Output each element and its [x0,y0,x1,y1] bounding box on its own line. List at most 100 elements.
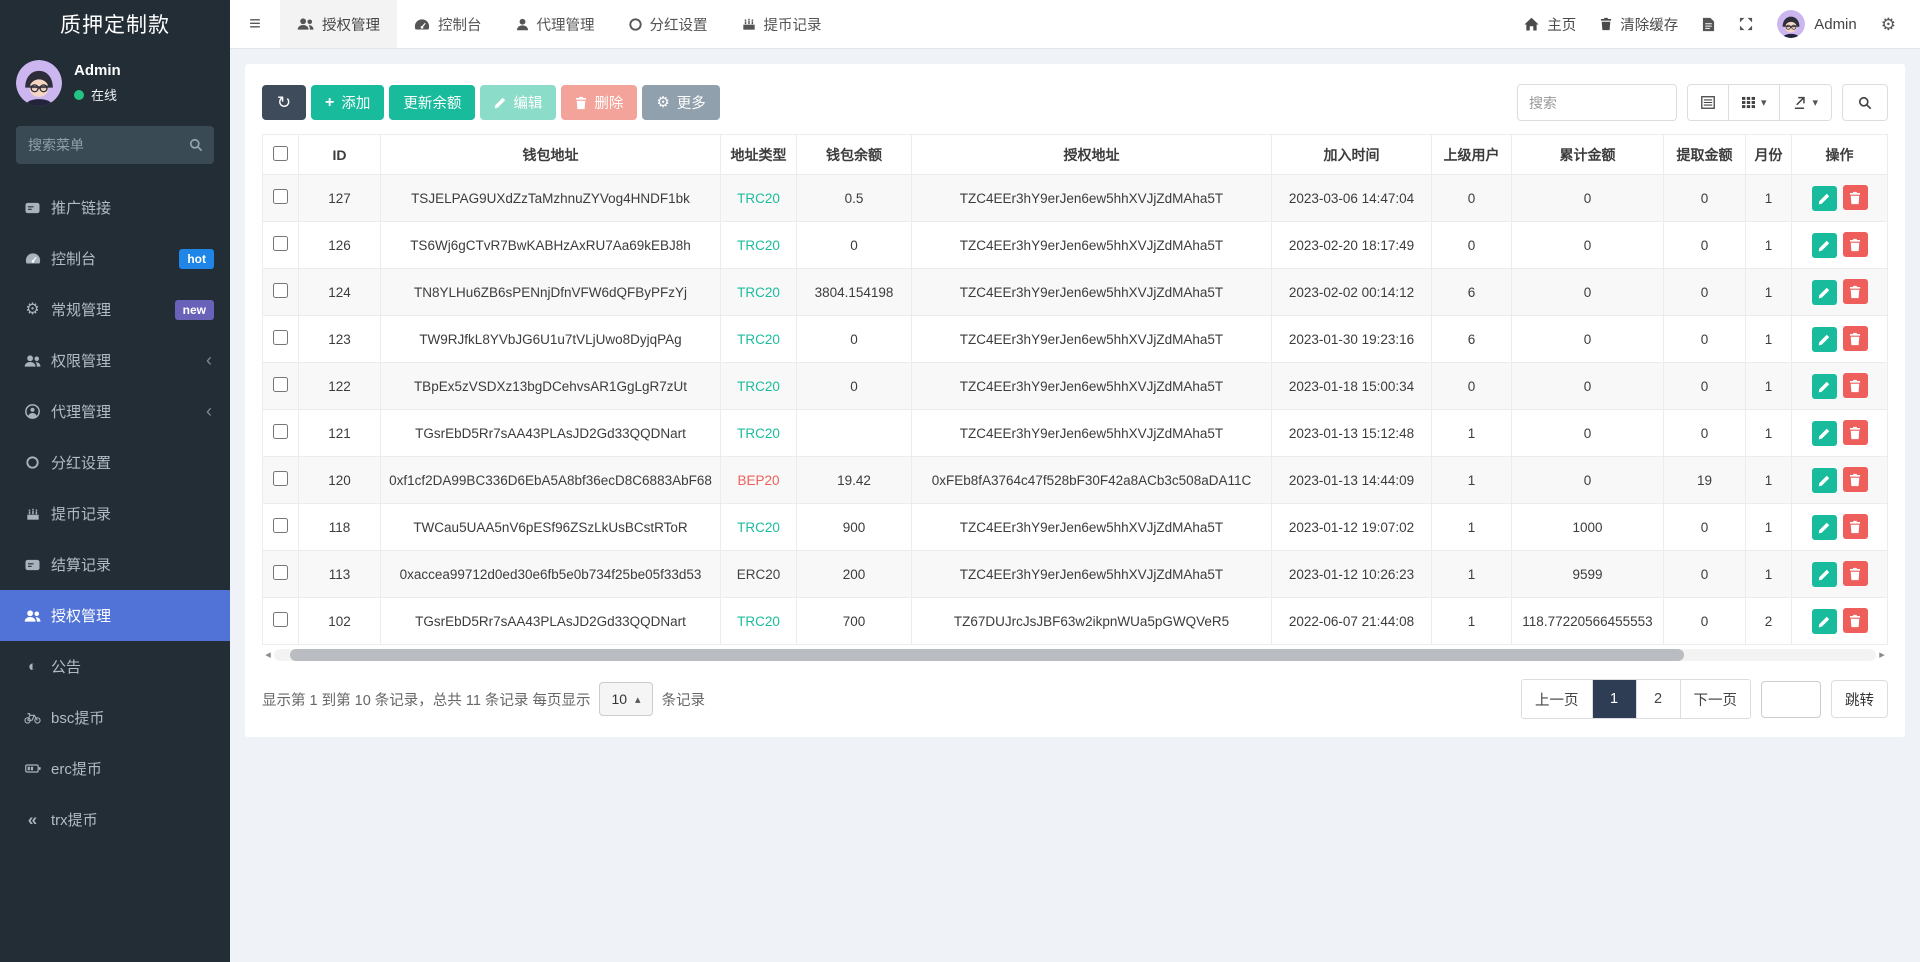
tab-withdraw[interactable]: 提币记录 [725,0,839,48]
sidebar-item-agent[interactable]: 代理管理 ‹ [0,386,230,437]
column-header[interactable]: 累计金额 [1511,134,1664,175]
row-edit-button[interactable] [1811,233,1837,258]
column-header[interactable]: 地址类型 [720,134,797,175]
table-row[interactable]: 120 0xf1cf2DA99BC336D6EbA5A8bf36ecD8C6883… [262,456,1888,504]
sidebar-item-permission[interactable]: 权限管理 ‹ [0,335,230,386]
row-delete-button[interactable] [1842,232,1868,257]
scroll-right-arrow-icon[interactable]: ▸ [1879,649,1885,661]
advanced-search-button[interactable] [1842,84,1888,121]
row-checkbox[interactable] [273,330,288,345]
table-row[interactable]: 118 TWCau5UAA5nV6pESf96ZSzLkUsBCstRToR TRC… [262,503,1888,551]
tab-auth[interactable]: 授权管理 [280,0,397,48]
scrollbar-thumb[interactable] [290,648,1684,661]
refresh-button[interactable]: ↻ [262,85,306,120]
table-row[interactable]: 127 TSJELPAG9UXdZzTaMzhnuZYVog4HNDF1bk TRC… [262,174,1888,222]
row-edit-button[interactable] [1811,186,1837,211]
tab-dashboard[interactable]: 控制台 [397,0,499,48]
row-checkbox[interactable] [273,565,288,580]
table-row[interactable]: 124 TN8YLHu6ZB6sPENnjDfnVFW6dQFByPFzYj TRC… [262,268,1888,316]
row-checkbox[interactable] [273,424,288,439]
sidebar-item-promo-link[interactable]: 推广链接 [0,182,230,233]
page-size-dropdown[interactable]: 10 ▴ [599,682,653,716]
column-header[interactable]: 上级用户 [1431,134,1512,175]
row-checkbox[interactable] [273,283,288,298]
row-edit-button[interactable] [1811,609,1837,634]
page-jump-button[interactable]: 跳转 [1831,680,1888,718]
column-header[interactable]: 操作 [1791,134,1888,175]
table-row[interactable]: 102 TGsrEbD5Rr7sAA43PLAsJD2Gd33QQDNart TRC… [262,597,1888,645]
row-edit-button[interactable] [1811,327,1837,352]
row-delete-button[interactable] [1842,514,1868,539]
select-all-checkbox[interactable] [273,145,288,161]
row-edit-button[interactable] [1811,421,1837,446]
table-search-input[interactable] [1516,84,1677,121]
row-checkbox[interactable] [273,189,288,204]
page-button-1[interactable]: 1 [1592,680,1637,718]
table-row[interactable]: 126 TS6Wj6gCTvR7BwKABHzAxRU7Aa69kEBJ8h TRC… [262,221,1888,269]
sidebar-item-auth[interactable]: 授权管理 [0,590,230,641]
row-delete-button[interactable] [1842,420,1868,445]
column-header[interactable]: 月份 [1745,134,1792,175]
row-delete-button[interactable] [1842,326,1868,351]
row-checkbox[interactable] [273,518,288,533]
column-header[interactable]: ID [298,134,381,175]
row-delete-button[interactable] [1842,467,1868,492]
row-edit-button[interactable] [1811,515,1837,540]
column-header[interactable]: 提取金额 [1663,134,1746,175]
sidebar-item-general[interactable]: ⚙ 常规管理 new [0,284,230,335]
columns-button[interactable]: ▾ [1728,85,1781,120]
row-checkbox[interactable] [273,612,288,627]
page-jump-input[interactable] [1761,680,1821,718]
table-row[interactable]: 113 0xaccea99712d0ed30e6fb5e0b734f25be05f… [262,550,1888,598]
navbar-user[interactable]: Admin [1777,10,1857,38]
row-edit-button[interactable] [1811,374,1837,399]
column-header[interactable]: 钱包地址 [380,134,721,175]
clear-cache-link[interactable]: 清除缓存 [1600,14,1678,35]
edit-button[interactable]: 编辑 [480,85,557,120]
row-delete-button[interactable] [1842,561,1868,586]
hamburger-icon[interactable]: ≡ [249,12,261,35]
column-header[interactable]: 加入时间 [1271,134,1432,175]
table-row[interactable]: 122 TBpEx5zVSDXz13bgDCehvsAR1GgLgR7zUt TRC… [262,362,1888,410]
home-link[interactable]: 主页 [1524,14,1576,35]
sidebar-item-erc[interactable]: erc提币 [0,743,230,794]
table-row[interactable]: 121 TGsrEbD5Rr7sAA43PLAsJD2Gd33QQDNart TRC… [262,409,1888,457]
row-delete-button[interactable] [1842,279,1868,304]
update-balance-button[interactable]: 更新余额 [389,85,476,120]
next-page-button[interactable]: 下一页 [1680,680,1750,718]
fullscreen-icon[interactable] [1739,17,1753,31]
row-delete-button[interactable] [1842,608,1868,633]
row-delete-button[interactable] [1842,185,1868,210]
sidebar-item-settle-log[interactable]: 结算记录 [0,539,230,590]
sidebar-item-bsc[interactable]: bsc提币 [0,692,230,743]
sidebar-item-withdraw-log[interactable]: 提币记录 [0,488,230,539]
table-row[interactable]: 123 TW9RJfkL8YVbJG6U1u7tVLjUwo8DyjqPAg TRC… [262,315,1888,363]
row-edit-button[interactable] [1811,280,1837,305]
row-checkbox[interactable] [273,377,288,392]
sidebar-item-trx[interactable]: « trx提币 [0,794,230,845]
sidebar-item-dashboard[interactable]: 控制台 hot [0,233,230,284]
column-header[interactable]: 钱包余额 [796,134,912,175]
scroll-left-arrow-icon[interactable]: ◂ [265,649,271,661]
scrollbar-track[interactable] [274,648,1876,661]
row-delete-button[interactable] [1842,373,1868,398]
add-button[interactable]: + 添加 [311,85,385,120]
page-button-2[interactable]: 2 [1636,680,1681,718]
prev-page-button[interactable]: 上一页 [1522,680,1593,718]
column-header[interactable]: 授权地址 [911,134,1272,175]
sidebar-search-input[interactable] [16,126,214,164]
delete-button[interactable]: 删除 [561,85,638,120]
row-edit-button[interactable] [1811,468,1837,493]
language-doc-icon[interactable] [1702,17,1715,32]
more-button[interactable]: ⚙ 更多 [642,85,720,120]
tab-dividend[interactable]: 分红设置 [612,0,725,48]
toggle-pagination-button[interactable] [1687,85,1729,120]
sidebar-item-notice[interactable]: ◐ 公告 [0,641,230,692]
row-edit-button[interactable] [1811,562,1837,587]
sidebar-item-dividend[interactable]: 分红设置 [0,437,230,488]
export-button[interactable]: ▾ [1780,85,1831,120]
tab-agent[interactable]: 代理管理 [499,0,612,48]
gears-icon[interactable]: ⚙ [1880,14,1896,34]
row-checkbox[interactable] [273,236,288,251]
row-checkbox[interactable] [273,471,288,486]
